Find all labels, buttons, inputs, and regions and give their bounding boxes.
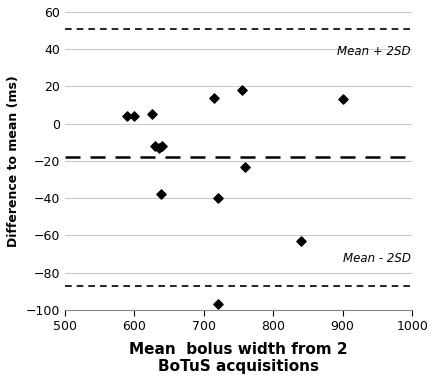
Point [155,145,161,151]
Point [151,143,158,149]
Text: Mean + 2SD: Mean + 2SD [336,45,410,58]
Point [124,113,131,119]
Point [214,301,220,307]
Point [241,163,248,170]
Point [210,94,217,101]
Point [158,143,165,149]
Point [214,195,220,201]
Point [339,96,345,102]
X-axis label: Mean  bolus width from 2
BoTuS acquisitions: Mean bolus width from 2 BoTuS acquisitio… [129,342,347,374]
Point [148,111,155,117]
Y-axis label: Difference to mean (ms): Difference to mean (ms) [7,75,20,247]
Point [131,113,138,119]
Point [157,191,164,197]
Point [238,87,245,93]
Text: Mean - 2SD: Mean - 2SD [342,252,410,265]
Point [297,238,304,244]
